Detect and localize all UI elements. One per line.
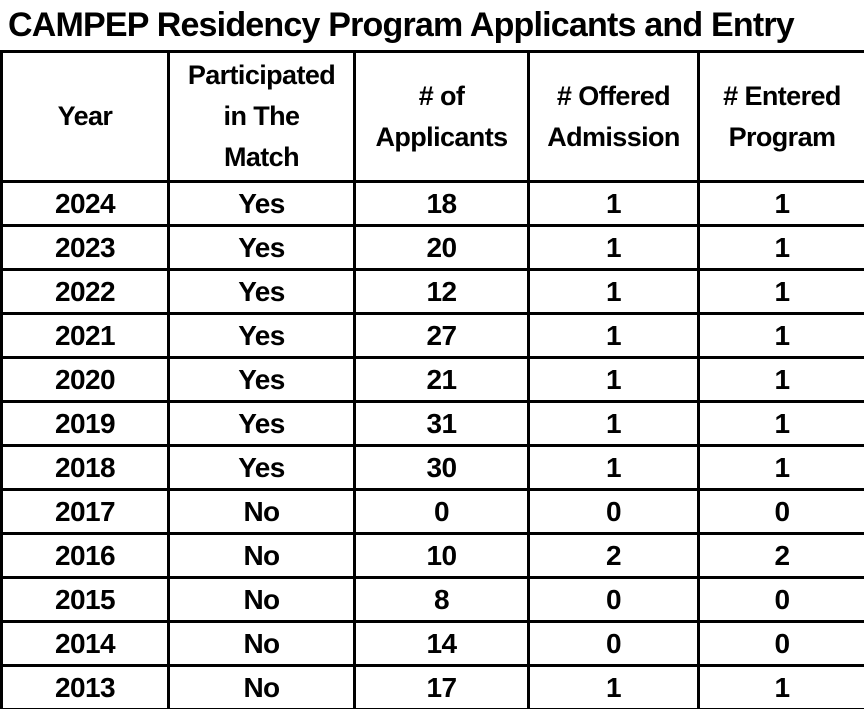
table-cell: 14 (353, 620, 530, 667)
table-cell: 2016 (0, 532, 170, 579)
table-cell: 1 (527, 400, 700, 447)
table-cell: 17 (353, 664, 530, 709)
table-cell: No (167, 576, 356, 623)
table-cell: 0 (353, 488, 530, 535)
table-cell: 2024 (0, 180, 170, 227)
table-row: 2018 Yes 30 1 1 (0, 444, 864, 491)
table-cell: 1 (697, 400, 864, 447)
table-cell: 2013 (0, 664, 170, 709)
table-cell: 0 (697, 576, 864, 623)
table-cell: 1 (697, 356, 864, 403)
table-header-row: Year Participated in The Match # of Applic… (0, 50, 864, 183)
residency-applicants-table: Year Participated in The Match # of Applic… (0, 50, 864, 709)
table-row: 2024 Yes 18 1 1 (0, 180, 864, 227)
table-cell: 2020 (0, 356, 170, 403)
table-cell: Yes (167, 180, 356, 227)
table-cell: 1 (527, 356, 700, 403)
table-row: 2022 Yes 12 1 1 (0, 268, 864, 315)
table-row: 2015 No 8 0 0 (0, 576, 864, 623)
table-cell: 2 (697, 532, 864, 579)
table-cell: 1 (527, 312, 700, 359)
table-row: 2017 No 0 0 0 (0, 488, 864, 535)
table-cell: 0 (697, 488, 864, 535)
table-cell: 20 (353, 224, 530, 271)
table-row: 2021 Yes 27 1 1 (0, 312, 864, 359)
column-header: # of Applicants (353, 50, 530, 183)
table-cell: Yes (167, 444, 356, 491)
table-cell: 2014 (0, 620, 170, 667)
column-header: Participated in The Match (167, 50, 356, 183)
table-cell: 1 (697, 180, 864, 227)
table-row: 2013 No 17 1 1 (0, 664, 864, 709)
table-cell: 2021 (0, 312, 170, 359)
column-header: Year (0, 50, 170, 183)
table-cell: 1 (527, 224, 700, 271)
table-cell: 0 (527, 488, 700, 535)
table-cell: 8 (353, 576, 530, 623)
table-cell: 10 (353, 532, 530, 579)
table-cell: 1 (527, 664, 700, 709)
table-cell: 31 (353, 400, 530, 447)
table-cell: 2023 (0, 224, 170, 271)
table-cell: 2017 (0, 488, 170, 535)
table-cell: 1 (527, 268, 700, 315)
table-cell: No (167, 664, 356, 709)
table-cell: 18 (353, 180, 530, 227)
table-cell: 2018 (0, 444, 170, 491)
page-title: CAMPEP Residency Program Applicants and … (8, 6, 795, 44)
table-cell: 2019 (0, 400, 170, 447)
column-header: # Offered Admission (527, 50, 700, 183)
table-cell: Yes (167, 400, 356, 447)
table-cell: 27 (353, 312, 530, 359)
table-row: 2014 No 14 0 0 (0, 620, 864, 667)
table-cell: 30 (353, 444, 530, 491)
table-row: 2023 Yes 20 1 1 (0, 224, 864, 271)
table-cell: Yes (167, 224, 356, 271)
table-cell: 1 (697, 224, 864, 271)
table-cell: 0 (527, 576, 700, 623)
column-header: # Entered Program (697, 50, 864, 183)
table-cell: 0 (697, 620, 864, 667)
table-cell: 1 (527, 180, 700, 227)
table-cell: 1 (697, 312, 864, 359)
table-cell: Yes (167, 312, 356, 359)
table-cell: 2015 (0, 576, 170, 623)
table-cell: Yes (167, 268, 356, 315)
table-cell: 1 (697, 444, 864, 491)
table-row: 2019 Yes 31 1 1 (0, 400, 864, 447)
table-cell: 2 (527, 532, 700, 579)
table-cell: No (167, 488, 356, 535)
table-cell: 21 (353, 356, 530, 403)
table-row: 2020 Yes 21 1 1 (0, 356, 864, 403)
table-cell: 1 (697, 268, 864, 315)
table-cell: 0 (527, 620, 700, 667)
table-cell: 2022 (0, 268, 170, 315)
table-cell: 12 (353, 268, 530, 315)
table-cell: 1 (527, 444, 700, 491)
table-cell: No (167, 620, 356, 667)
table-cell: Yes (167, 356, 356, 403)
table-row: 2016 No 10 2 2 (0, 532, 864, 579)
table-cell: No (167, 532, 356, 579)
table-cell: 1 (697, 664, 864, 709)
table-body: 2024 Yes 18 1 1 2023 Yes 20 1 1 2022 Yes 12 1 1 2021 Yes… (0, 180, 864, 709)
